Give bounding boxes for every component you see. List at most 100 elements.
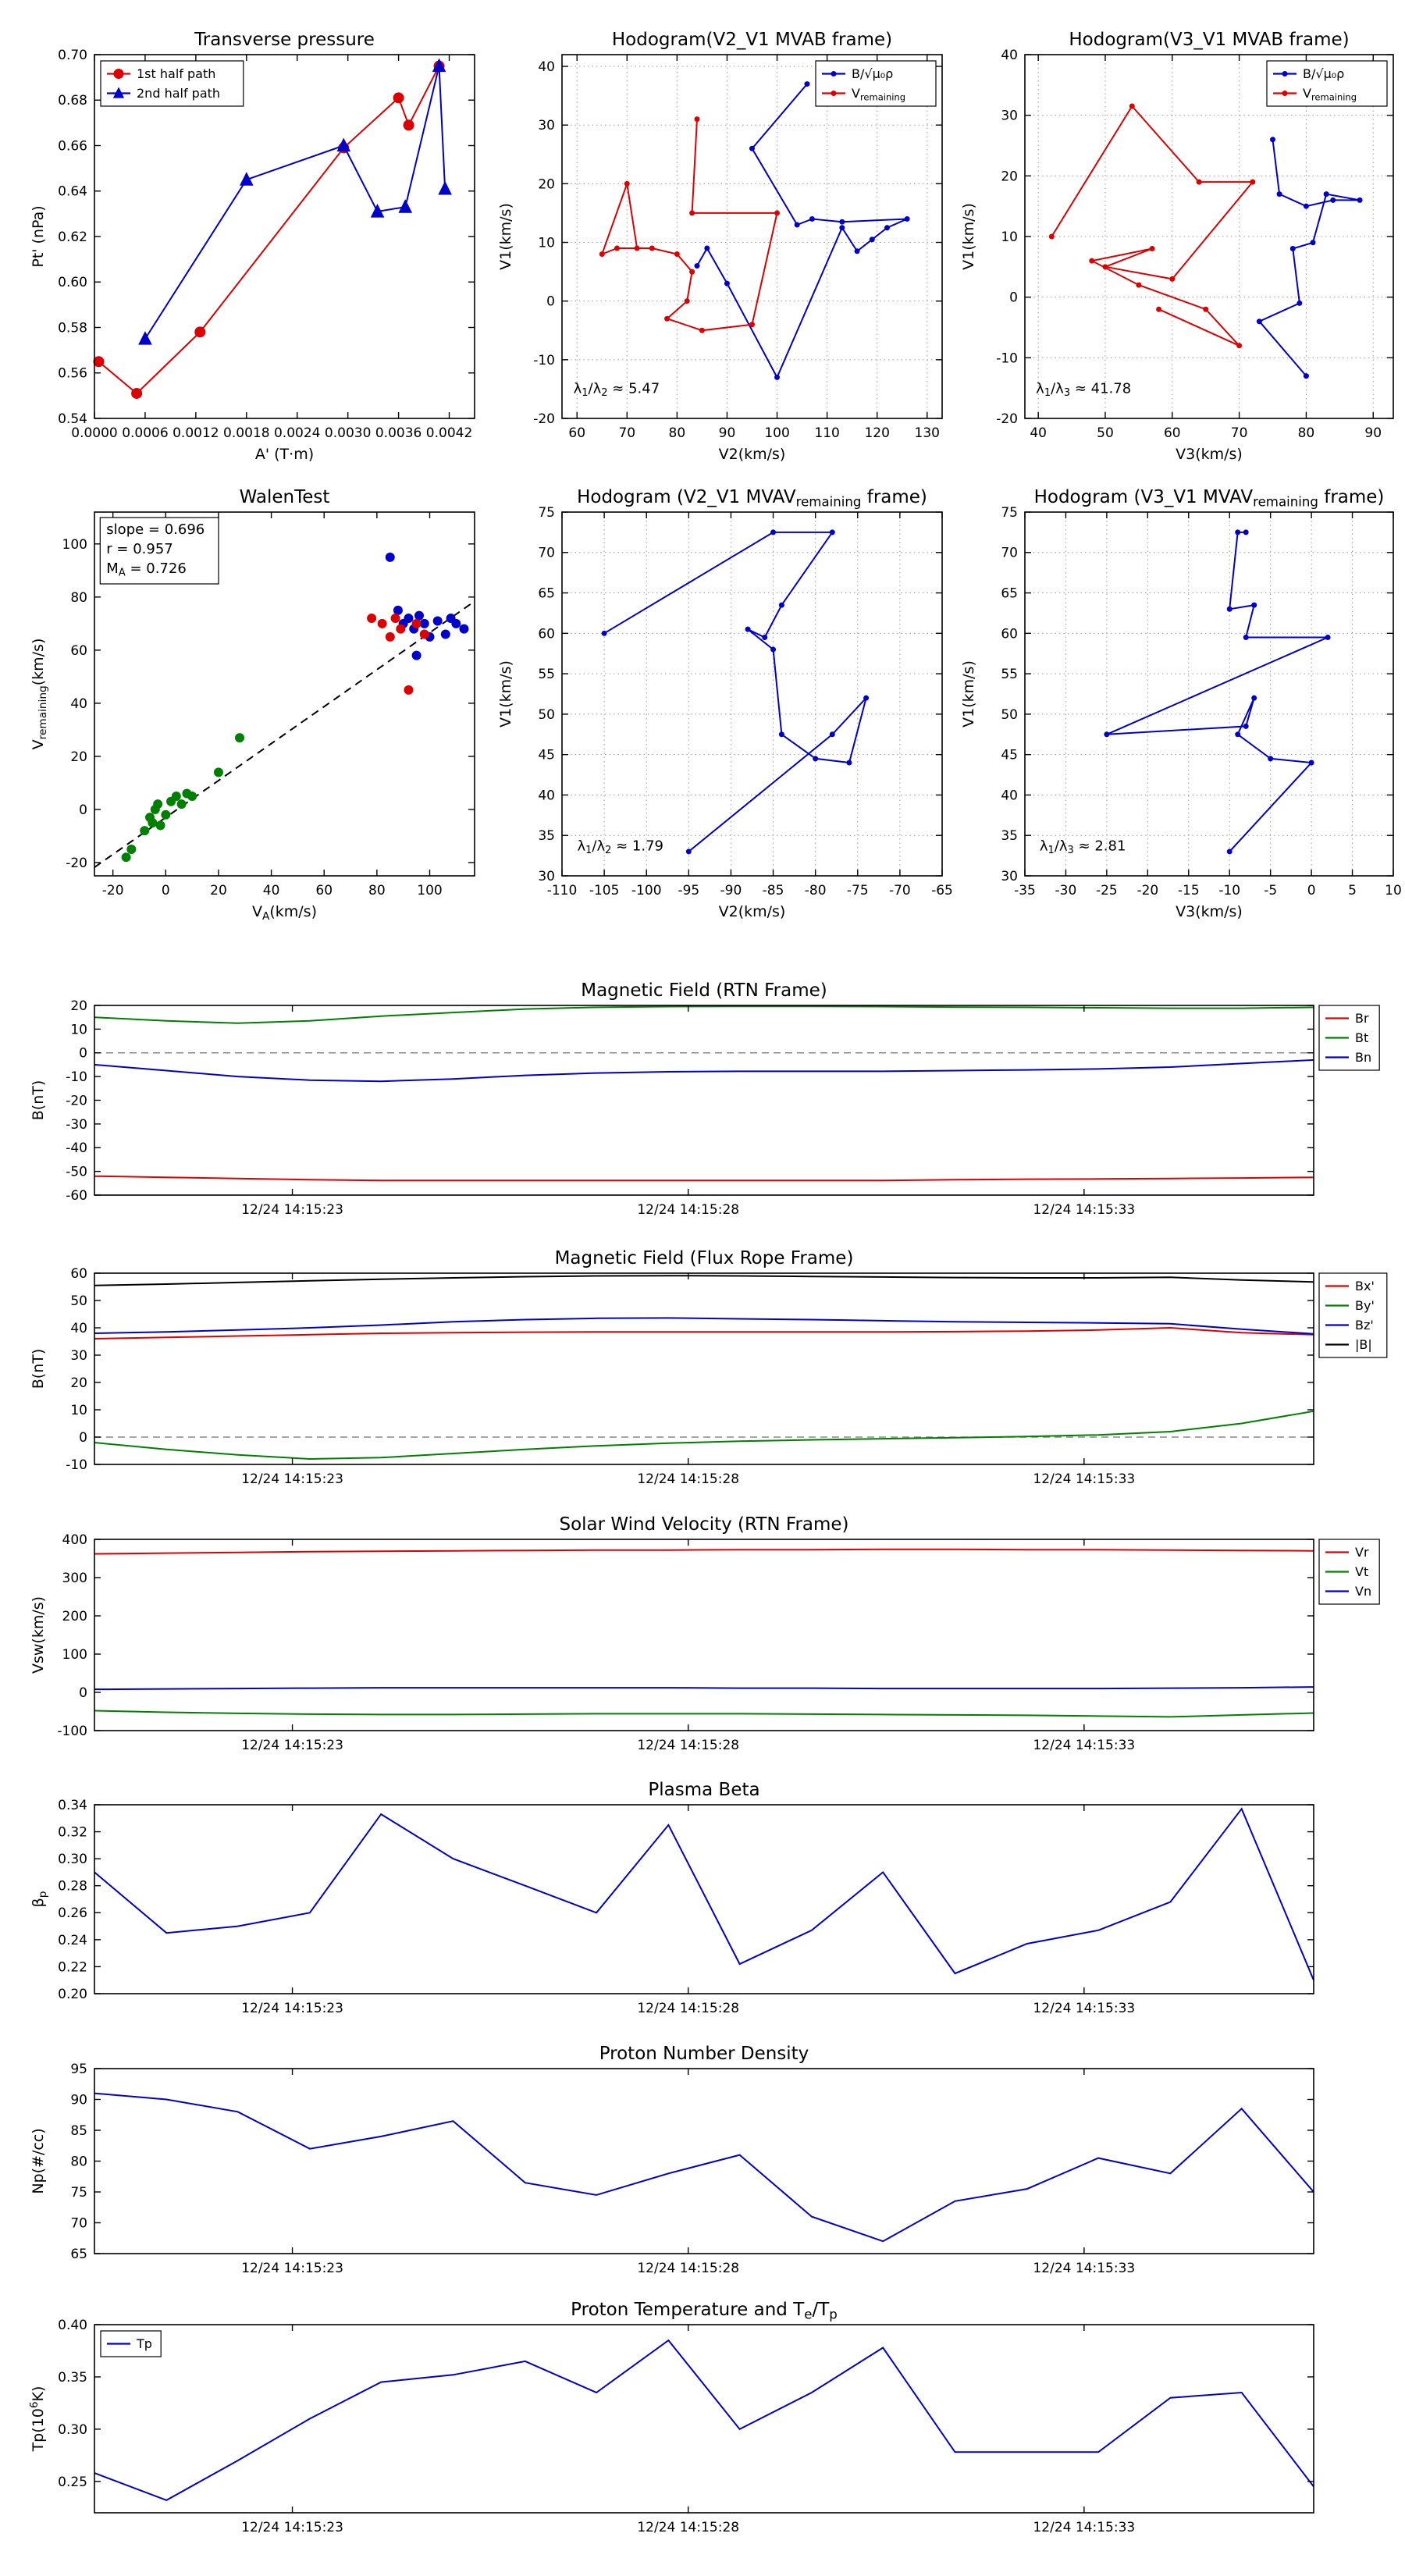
chart-solar-wind-velocity: 12/24 14:15:23 12/24 14:15:28 12/24 14:15:… <box>30 1514 1380 1753</box>
y-tick-label: -10 <box>66 1069 87 1085</box>
annotation-text: slope = 0.696 <box>106 521 205 538</box>
point-marker <box>155 820 165 831</box>
point-marker <box>684 298 690 304</box>
x-tick-label: 0.0030 <box>325 425 371 441</box>
y-axis-label: Vsw(km/s) <box>30 1596 47 1674</box>
series-Vr <box>94 1548 1314 1555</box>
point-marker <box>1357 197 1363 203</box>
y-tick-label: 0.20 <box>58 1987 87 2002</box>
legend: Bx' By' Bz' |B| <box>1318 1272 1388 1358</box>
axes-frame <box>561 54 943 419</box>
point-marker <box>1256 318 1262 325</box>
point-marker <box>1303 203 1309 209</box>
x-tick-label: 60 <box>568 425 585 441</box>
point-marker <box>396 624 406 634</box>
legend-label: Vn <box>1355 1584 1371 1599</box>
y-axis-label: Pt' (nPa) <box>30 205 47 267</box>
point-marker <box>846 760 852 766</box>
point-marker <box>1282 91 1288 96</box>
x-tick-label: -35 <box>1014 883 1036 898</box>
point-marker <box>1129 103 1135 109</box>
point-marker <box>1270 137 1276 143</box>
x-tick-label: -25 <box>1096 883 1118 898</box>
x-tick-label: -5 <box>1264 883 1277 898</box>
triangle-marker <box>432 58 446 73</box>
point-marker <box>1149 246 1155 252</box>
point-marker <box>377 618 387 628</box>
x-tick-label: 0 <box>162 883 170 898</box>
point-marker <box>1048 233 1055 240</box>
point-marker <box>93 356 105 368</box>
chart-title: Plasma Beta <box>648 1780 759 1800</box>
point-marker <box>829 731 835 738</box>
y-tick-label: 10 <box>1001 229 1018 245</box>
series-Tp <box>94 2339 1314 2501</box>
x-axis-label: A' (T·m) <box>255 446 314 463</box>
x-tick-label: 12/24 14:15:23 <box>241 1471 343 1487</box>
y-tick-label: 80 <box>70 2154 87 2169</box>
x-tick-label: 20 <box>210 883 227 898</box>
x-tick-label: 120 <box>864 425 889 441</box>
y-tick-label: 85 <box>70 2123 87 2139</box>
point-marker <box>1089 258 1095 264</box>
y-tick-label: 0 <box>79 1046 87 1062</box>
point-marker <box>113 69 124 79</box>
point-marker <box>839 225 845 231</box>
axes-frame <box>94 2068 1314 2254</box>
point-marker <box>1104 731 1110 738</box>
legend: Tp <box>100 2330 162 2357</box>
y-axis-label: B(nT) <box>30 1349 47 1389</box>
y-tick-label: -10 <box>996 350 1018 366</box>
x-tick-label: 12/24 14:15:33 <box>1033 1202 1135 1218</box>
point-marker <box>854 248 860 254</box>
point-marker <box>1303 373 1309 379</box>
x-tick-label: 0.0042 <box>426 425 472 441</box>
y-tick-label: 50 <box>538 707 555 723</box>
y-tick-label: 0.60 <box>58 275 87 290</box>
point-marker <box>745 626 751 632</box>
point-marker <box>419 629 429 639</box>
chart-title: Hodogram (V3_V1 MVAVremaining frame) <box>1034 487 1385 510</box>
y-tick-label: 45 <box>538 748 555 763</box>
y-tick-label: 0.54 <box>58 411 87 427</box>
series-Vt <box>94 1710 1314 1718</box>
point-marker <box>187 791 197 801</box>
point-marker <box>411 618 422 628</box>
triangle-marker <box>112 87 125 98</box>
y-tick-label: 60 <box>70 643 87 659</box>
point-marker <box>414 610 424 621</box>
y-tick-label: 400 <box>62 1532 87 1548</box>
y-tick-label: 200 <box>62 1609 87 1624</box>
x-tick-label: 12/24 14:15:28 <box>637 2001 739 2016</box>
legend-label: Vremaining <box>1303 86 1357 102</box>
point-marker <box>1251 695 1257 701</box>
y-tick-label: 0.58 <box>58 320 87 336</box>
x-tick-label: 0.0018 <box>223 425 269 441</box>
point-marker <box>121 852 131 863</box>
y-tick-label: 60 <box>1001 626 1018 642</box>
x-tick-label: 40 <box>263 883 280 898</box>
x-axis-label: V3(km/s) <box>1176 903 1243 920</box>
x-tick-label: 0.0006 <box>122 425 168 441</box>
point-marker <box>153 799 163 809</box>
legend-label: Br <box>1355 1011 1369 1026</box>
triangle-marker <box>398 199 413 213</box>
x-tick-label: 60 <box>1164 425 1181 441</box>
x-tick-label: -90 <box>720 883 742 898</box>
y-tick-label: 0.70 <box>58 48 87 63</box>
legend-label: B/√μ₀ρ <box>852 66 893 81</box>
x-tick-label: 12/24 14:15:28 <box>637 2261 739 2276</box>
axes-frame <box>94 1005 1314 1196</box>
x-tick-label: 100 <box>417 883 442 898</box>
point-marker <box>393 92 404 104</box>
point-marker <box>1243 723 1249 729</box>
chart-bfield-rtn: 12/24 14:15:23 12/24 14:15:28 12/24 14:15:… <box>30 980 1380 1218</box>
y-tick-label: 70 <box>70 2215 87 2231</box>
point-marker <box>1226 606 1232 612</box>
chart-title: Proton Temperature and Te/Tp <box>571 2300 838 2322</box>
x-tick-label: 12/24 14:15:23 <box>241 2001 343 2016</box>
series-beta-p <box>94 1807 1314 1981</box>
series-Np <box>94 2092 1314 2243</box>
point-marker <box>161 809 171 820</box>
legend-label: Tp <box>136 2336 152 2351</box>
